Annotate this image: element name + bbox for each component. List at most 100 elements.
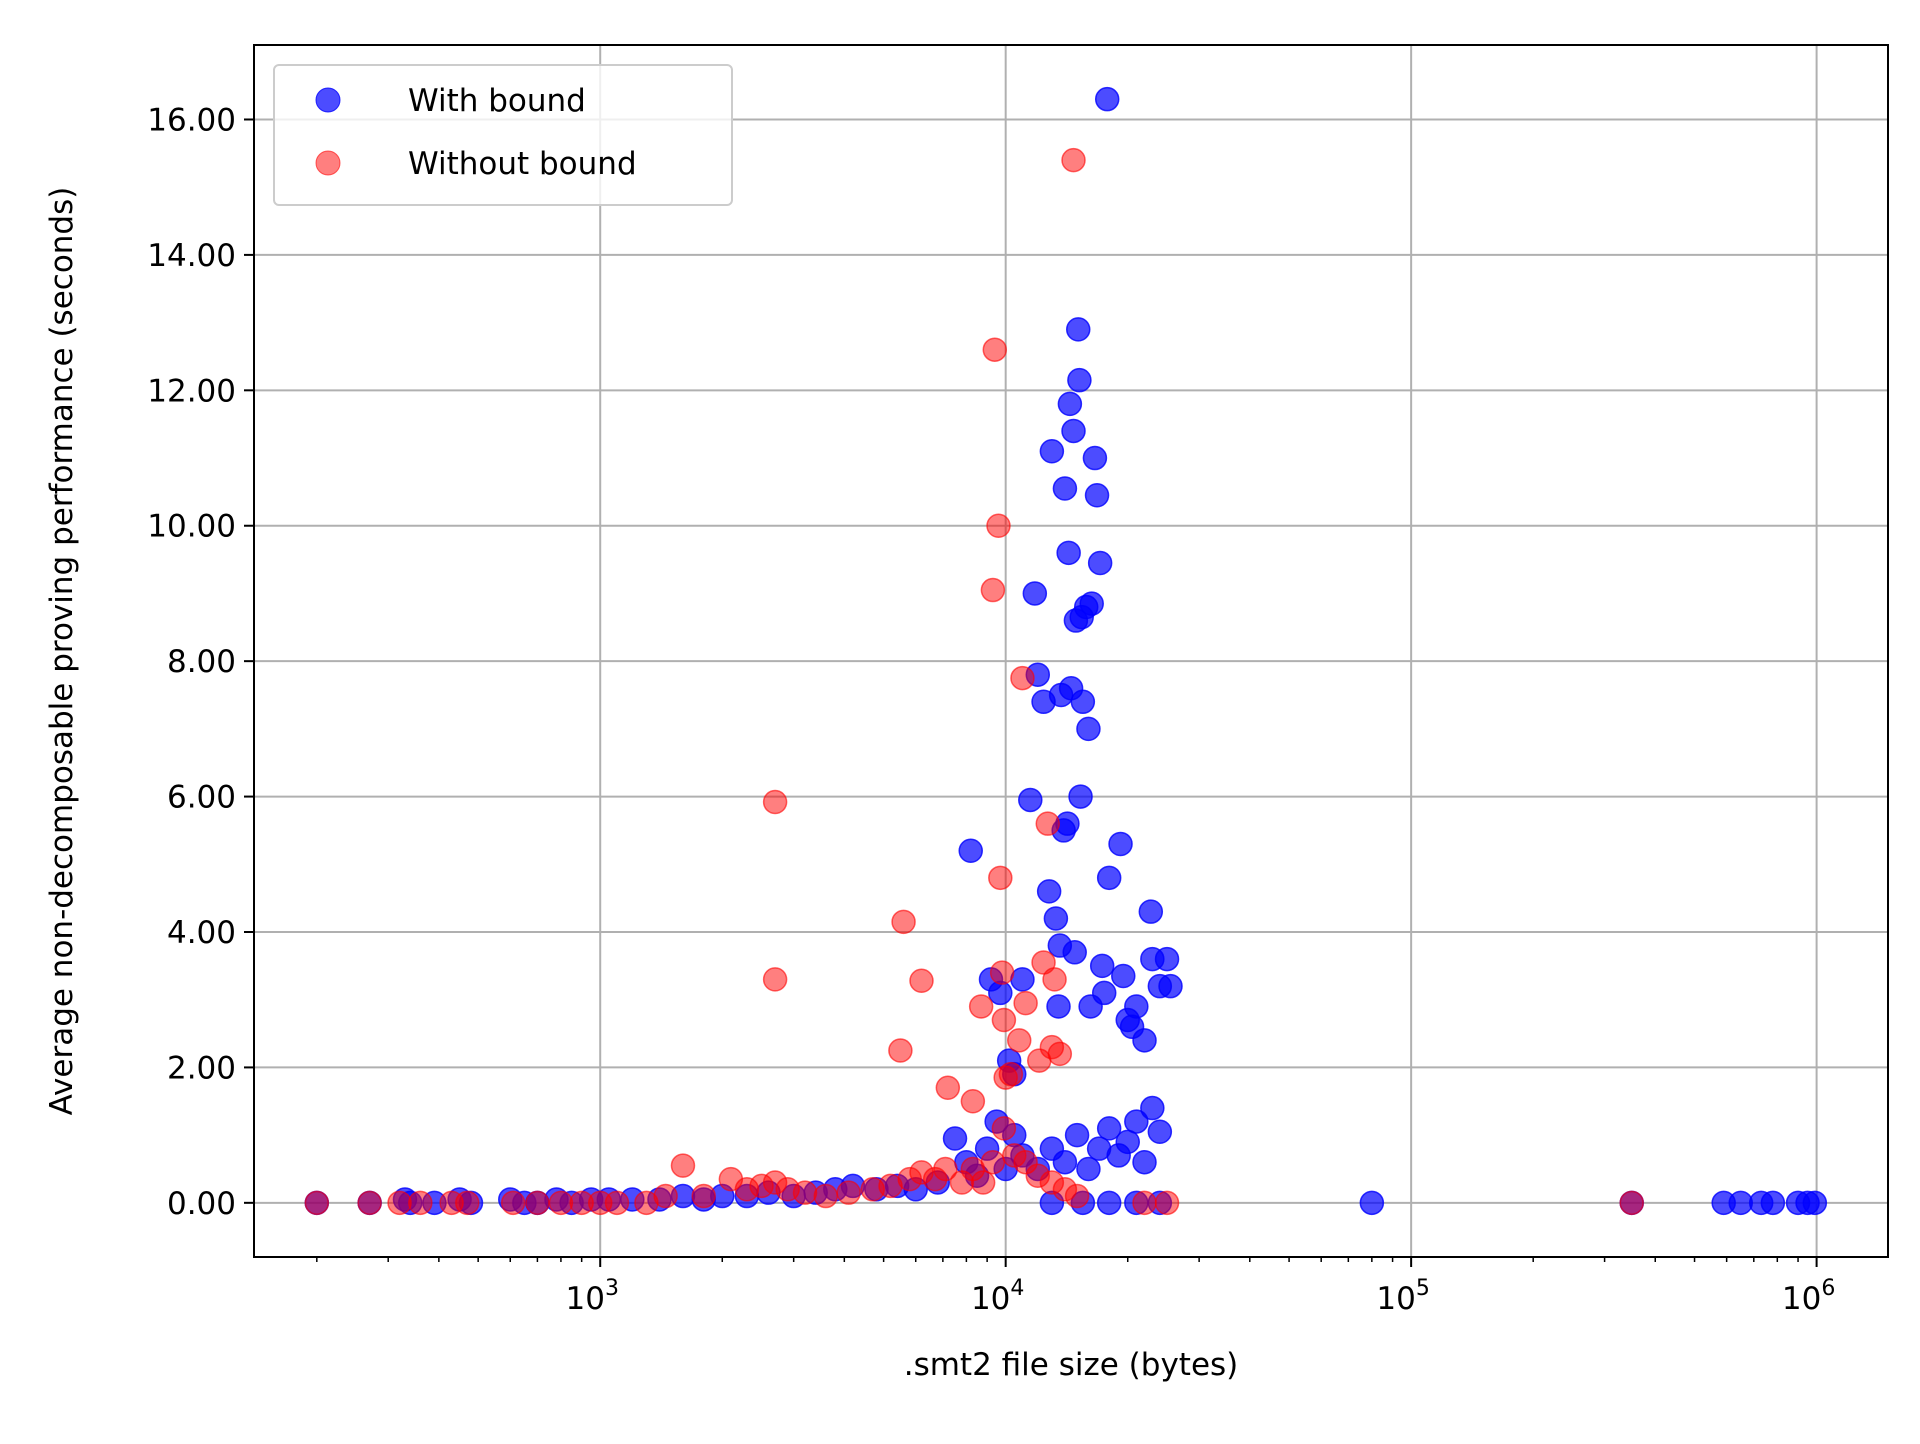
- y-tick-label: 0.00: [167, 1186, 236, 1222]
- point-with-bound: [1760, 1190, 1786, 1216]
- y-tick-label: 6.00: [167, 780, 236, 816]
- point-with-bound: [988, 980, 1013, 1006]
- legend: With bound Without bound: [273, 64, 733, 206]
- point-with-bound: [1096, 865, 1122, 891]
- point-without-bound: [1154, 1190, 1180, 1216]
- x-tick-exponent: 4: [1010, 1276, 1024, 1301]
- y-tick-label: 12.00: [147, 373, 236, 409]
- point-without-bound: [909, 968, 934, 993]
- point-without-bound: [891, 909, 916, 935]
- point-with-bound: [1132, 1028, 1157, 1053]
- y-axis-title: Average non-decomposable proving perform…: [44, 187, 80, 1116]
- plot-frame: [253, 44, 1889, 1258]
- point-with-bound: [1096, 1116, 1122, 1141]
- point-without-bound: [989, 960, 1015, 985]
- point-without-bound: [1035, 811, 1061, 836]
- x-tick-exponent: 5: [1416, 1276, 1430, 1301]
- point-with-bound: [1022, 581, 1048, 606]
- point-without-bound: [888, 1038, 913, 1063]
- legend-label-without-bound: Without bound: [408, 146, 637, 182]
- point-without-bound: [1006, 1028, 1032, 1053]
- point-with-bound: [958, 838, 983, 863]
- point-with-bound: [1076, 1156, 1101, 1182]
- point-with-bound: [1082, 445, 1108, 471]
- point-with-bound: [1046, 994, 1071, 1019]
- point-with-bound: [1079, 591, 1104, 616]
- point-with-bound: [1052, 476, 1078, 501]
- point-without-bound: [980, 577, 1006, 603]
- point-with-bound: [1010, 967, 1035, 992]
- point-without-bound: [1042, 967, 1067, 992]
- y-tick-label: 14.00: [147, 238, 236, 274]
- point-with-bound: [1057, 391, 1083, 417]
- x-axis-title: .smt2 file size (bytes): [904, 1347, 1239, 1383]
- point-without-bound: [455, 1190, 480, 1216]
- y-tick-label: 4.00: [167, 915, 236, 951]
- point-with-bound: [1132, 1149, 1157, 1175]
- point-without-bound: [1047, 1041, 1073, 1067]
- point-without-bound: [991, 1007, 1017, 1033]
- point-with-bound: [1138, 899, 1164, 924]
- point-without-bound: [387, 1190, 412, 1216]
- y-tick-label: 2.00: [167, 1050, 236, 1086]
- data-points: [304, 86, 1828, 1216]
- y-tick-label: 10.00: [147, 509, 236, 545]
- point-without-bound: [813, 1183, 839, 1209]
- point-without-bound: [836, 1180, 861, 1205]
- point-without-bound: [670, 1153, 696, 1178]
- y-tick-label: 8.00: [167, 644, 236, 680]
- point-with-bound: [1087, 550, 1113, 576]
- grid-lines: [254, 45, 1888, 1257]
- point-without-bound: [1013, 990, 1038, 1016]
- point-with-bound: [1062, 940, 1087, 965]
- point-without-bound: [988, 865, 1013, 891]
- point-with-bound: [1111, 963, 1136, 989]
- point-without-bound: [998, 1061, 1024, 1087]
- point-with-bound: [1108, 831, 1133, 857]
- point-with-bound: [1064, 1122, 1090, 1148]
- point-without-bound: [980, 1149, 1006, 1175]
- point-without-bound: [500, 1190, 526, 1216]
- point-with-bound: [1067, 367, 1092, 393]
- legend-marker-without-bound: [315, 150, 341, 176]
- point-without-bound: [1010, 665, 1035, 691]
- legend-label-with-bound: With bound: [408, 83, 586, 119]
- point-with-bound: [1158, 973, 1183, 999]
- point-with-bound: [1147, 1119, 1173, 1144]
- point-without-bound: [982, 337, 1008, 362]
- point-with-bound: [1096, 1190, 1122, 1216]
- legend-marker-with-bound: [315, 87, 341, 113]
- point-without-bound: [792, 1180, 818, 1205]
- point-without-bound: [1064, 1183, 1090, 1209]
- point-with-bound: [1091, 980, 1117, 1006]
- x-tick-exponent: 3: [605, 1276, 619, 1301]
- point-with-bound: [1124, 1109, 1149, 1134]
- point-with-bound: [1359, 1190, 1385, 1216]
- point-with-bound: [1076, 716, 1101, 742]
- axis-ticks: 0.00 2.00 4.00 6.00 8.00 10.00 12.00 14.00 16.00…: [147, 102, 1835, 1317]
- point-without-bound: [1132, 1190, 1157, 1216]
- point-with-bound: [1061, 418, 1086, 444]
- point-with-bound: [1068, 784, 1093, 809]
- point-without-bound: [653, 1183, 678, 1209]
- point-with-bound: [1728, 1190, 1753, 1216]
- point-without-bound: [357, 1190, 382, 1216]
- point-without-bound: [933, 1156, 958, 1182]
- point-with-bound: [1140, 1095, 1165, 1121]
- point-without-bound: [525, 1190, 550, 1216]
- point-with-bound: [1070, 689, 1096, 715]
- y-tick-label: 16.00: [147, 102, 236, 138]
- point-without-bound: [935, 1075, 961, 1100]
- point-with-bound: [1802, 1190, 1828, 1216]
- point-without-bound: [960, 1089, 986, 1114]
- point-without-bound: [691, 1183, 716, 1209]
- point-without-bound: [762, 789, 788, 815]
- point-with-bound: [1052, 1149, 1078, 1175]
- point-with-bound: [1154, 946, 1180, 972]
- point-without-bound: [548, 1190, 574, 1216]
- point-without-bound: [968, 994, 994, 1019]
- point-with-bound: [942, 1126, 968, 1151]
